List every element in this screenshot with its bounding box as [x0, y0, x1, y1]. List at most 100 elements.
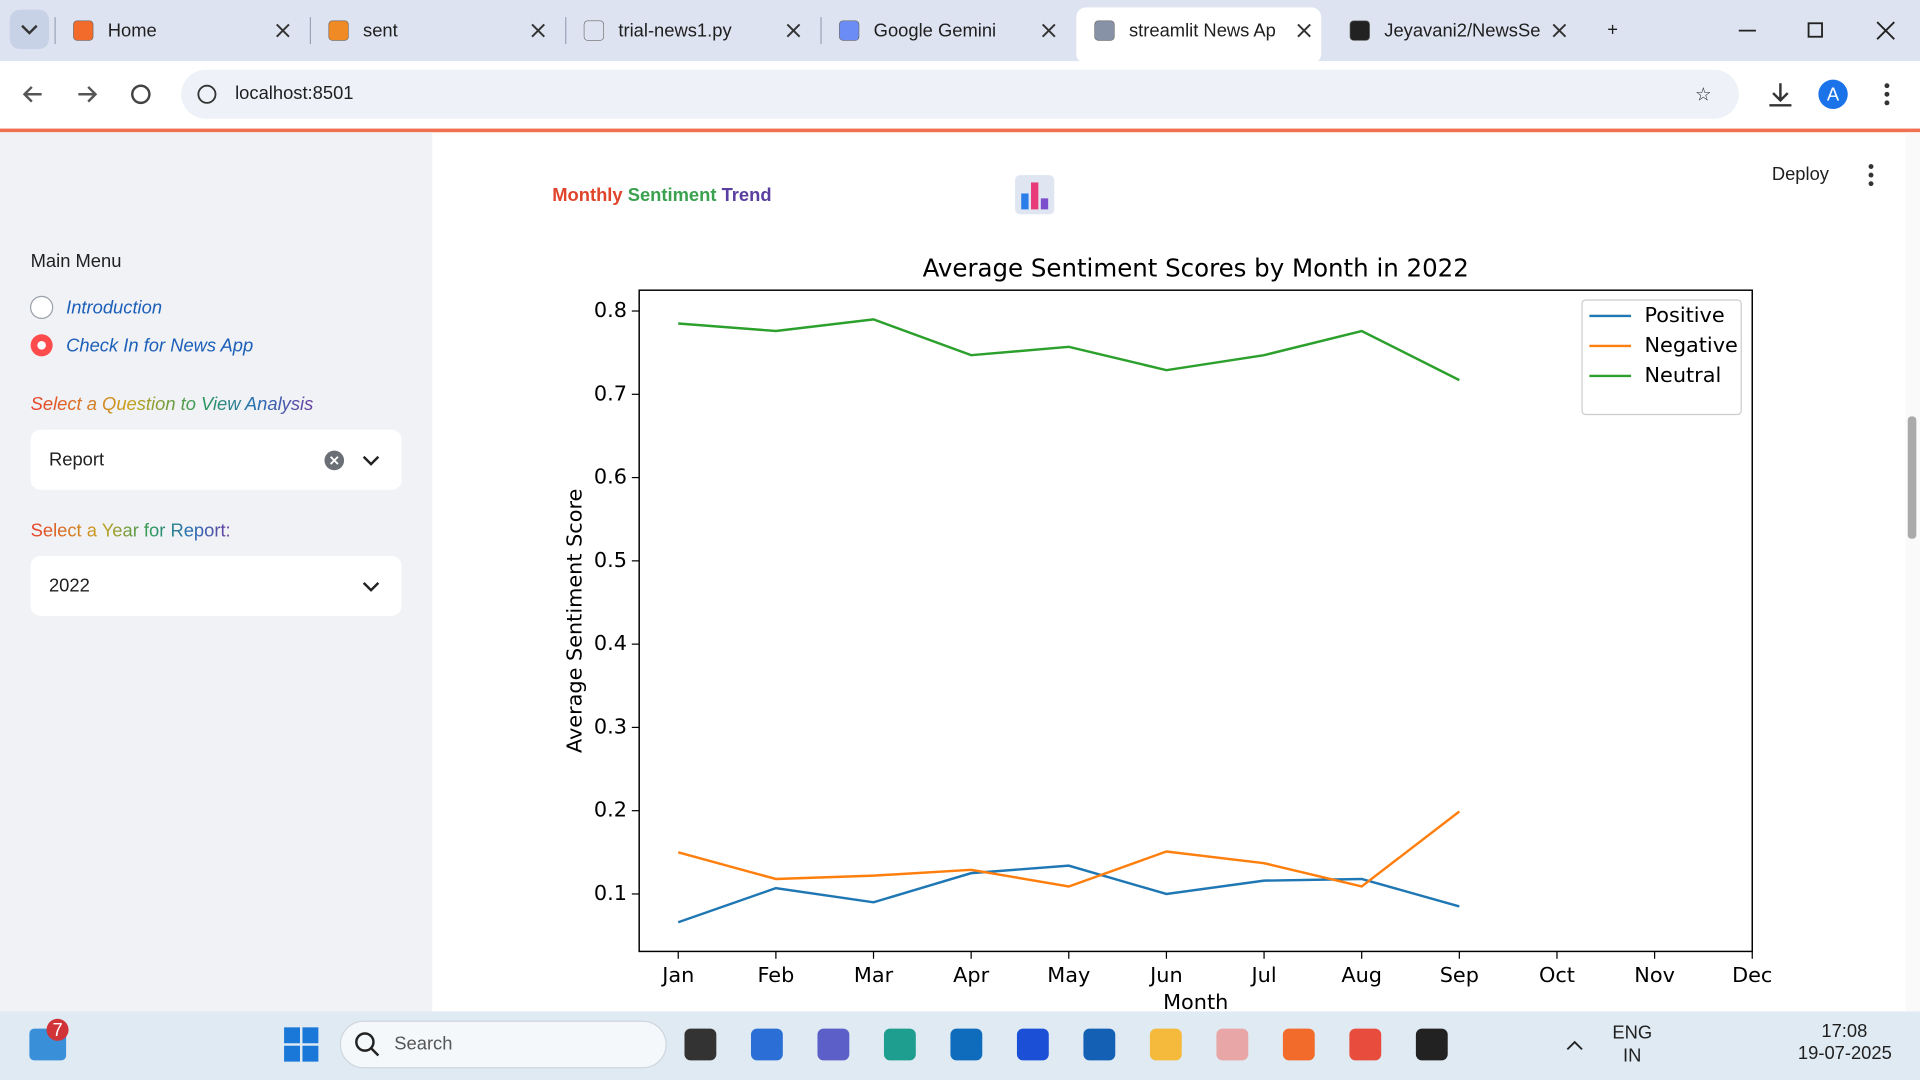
lang: ENG [1612, 1021, 1652, 1042]
legend-box [1581, 299, 1742, 416]
year-value: 2022 [49, 574, 90, 595]
x-tick-label: Mar [854, 963, 894, 987]
address-bar[interactable] [181, 69, 1739, 119]
x-tick-label: Oct [1539, 963, 1575, 987]
tab-active[interactable] [1076, 7, 1322, 64]
search-box[interactable] [339, 1020, 667, 1069]
tab-title: trial-news1.py [618, 20, 732, 41]
restore[interactable] [1807, 22, 1823, 38]
tab-search[interactable] [9, 9, 49, 49]
year-label: Select a Year for Report: [31, 519, 231, 540]
y-tick-label: 0.4 [594, 631, 627, 655]
tab-icon [328, 20, 349, 41]
line-series [678, 318, 1460, 382]
taskbar-app[interactable] [750, 1028, 783, 1061]
y-tick-label: 0.5 [594, 548, 627, 572]
profile-initial: A [1827, 83, 1840, 104]
plot-frame [638, 289, 1753, 953]
tab-close[interactable] [1297, 23, 1311, 38]
taskbar-app[interactable] [1149, 1028, 1182, 1061]
tab-icon [1094, 20, 1115, 41]
reload[interactable] [131, 84, 151, 105]
heading-word: Trend [722, 184, 772, 205]
x-tick-label: Dec [1732, 963, 1772, 987]
taskbar-app[interactable] [950, 1028, 983, 1061]
tab-title: sent [363, 20, 398, 41]
tab-title: Google Gemini [874, 20, 996, 41]
chart-title: Average Sentiment Scores by Month in 202… [923, 253, 1469, 282]
x-tick-label: Jul [1250, 963, 1277, 987]
tab-icon [1349, 20, 1370, 41]
y-axis-label: Average Sentiment Score [563, 489, 587, 753]
question-select[interactable] [30, 429, 402, 490]
x-tick-label: Jun [1148, 963, 1183, 987]
menu-label: Main Menu [31, 250, 122, 271]
y-tick-label: 0.3 [594, 714, 627, 738]
taskbar-app[interactable] [1216, 1028, 1249, 1061]
legend-label: Neutral [1644, 363, 1721, 387]
clock-time: 17:08 [1821, 1020, 1867, 1041]
line-series [677, 810, 1461, 888]
downloads[interactable] [1769, 83, 1792, 107]
profile[interactable] [1818, 79, 1848, 109]
url: localhost:8501 [235, 82, 353, 103]
y-tick-label: 0.2 [594, 798, 627, 822]
radio-label[interactable]: Introduction [66, 296, 162, 317]
line-series [677, 864, 1460, 924]
heading-word: Monthly [552, 184, 623, 205]
x-tick-label: Aug [1341, 963, 1382, 987]
tab-icon [73, 20, 94, 41]
taskbar-app[interactable] [1415, 1028, 1448, 1061]
tab-title: Jeyavani2/NewsSe [1384, 20, 1540, 41]
x-axis-label: Month [1163, 990, 1228, 1014]
x-tick-label: Nov [1634, 963, 1675, 987]
question-label: Select a Question to View Analysis [31, 393, 314, 414]
tab-title: streamlit News Ap [1129, 20, 1276, 41]
tab-title: Home [108, 20, 157, 41]
x-tick-label: Jan [660, 963, 694, 987]
taskbar-app[interactable] [1349, 1028, 1382, 1061]
x-tick-label: Sep [1440, 963, 1479, 987]
search-text: Search [394, 1032, 452, 1053]
svg-text:Monthly Sentiment Trend: Monthly Sentiment Trend [552, 184, 771, 205]
legend-label: Positive [1644, 303, 1724, 327]
taskbar-app[interactable] [1083, 1028, 1116, 1061]
legend-label: Negative [1644, 333, 1737, 357]
year-select[interactable] [30, 555, 402, 616]
y-tick-label: 0.1 [594, 881, 627, 905]
tab-icon [583, 20, 604, 41]
tab-icon [839, 20, 860, 41]
tab-close[interactable] [1552, 23, 1567, 38]
x-tick-label: Feb [757, 963, 794, 987]
question-value: Report [49, 448, 104, 469]
x-tick-label: May [1047, 963, 1090, 987]
clock-date: 19-07-2025 [1798, 1042, 1892, 1063]
tab-close[interactable] [1041, 23, 1056, 38]
tab-close[interactable] [276, 23, 290, 38]
radio[interactable] [30, 295, 54, 319]
radio-label[interactable]: Check In for News App [66, 334, 253, 355]
bookmark[interactable]: ☆ [1695, 83, 1711, 104]
taskbar-app[interactable] [817, 1028, 850, 1061]
badge: 7 [52, 1019, 62, 1040]
taskbar-app[interactable] [1016, 1028, 1049, 1061]
new-tab[interactable]: + [1607, 18, 1618, 39]
scrollbar[interactable] [1907, 416, 1917, 539]
x-tick-label: Apr [953, 963, 989, 987]
tab-close[interactable] [786, 23, 801, 38]
tab-close[interactable] [531, 23, 545, 38]
taskbar-app[interactable] [684, 1028, 717, 1061]
region: IN [1623, 1045, 1641, 1066]
heading-icon [1015, 175, 1055, 215]
heading-word: Sentiment [628, 184, 717, 205]
deploy[interactable]: Deploy [1772, 163, 1830, 184]
taskbar-app[interactable] [883, 1028, 916, 1061]
decoration-bar [0, 128, 1920, 133]
start[interactable] [284, 1027, 319, 1062]
y-tick-label: 0.6 [594, 465, 627, 489]
y-tick-label: 0.8 [594, 298, 627, 322]
taskbar-app[interactable] [1282, 1028, 1315, 1061]
tab-strip [0, 0, 1920, 62]
